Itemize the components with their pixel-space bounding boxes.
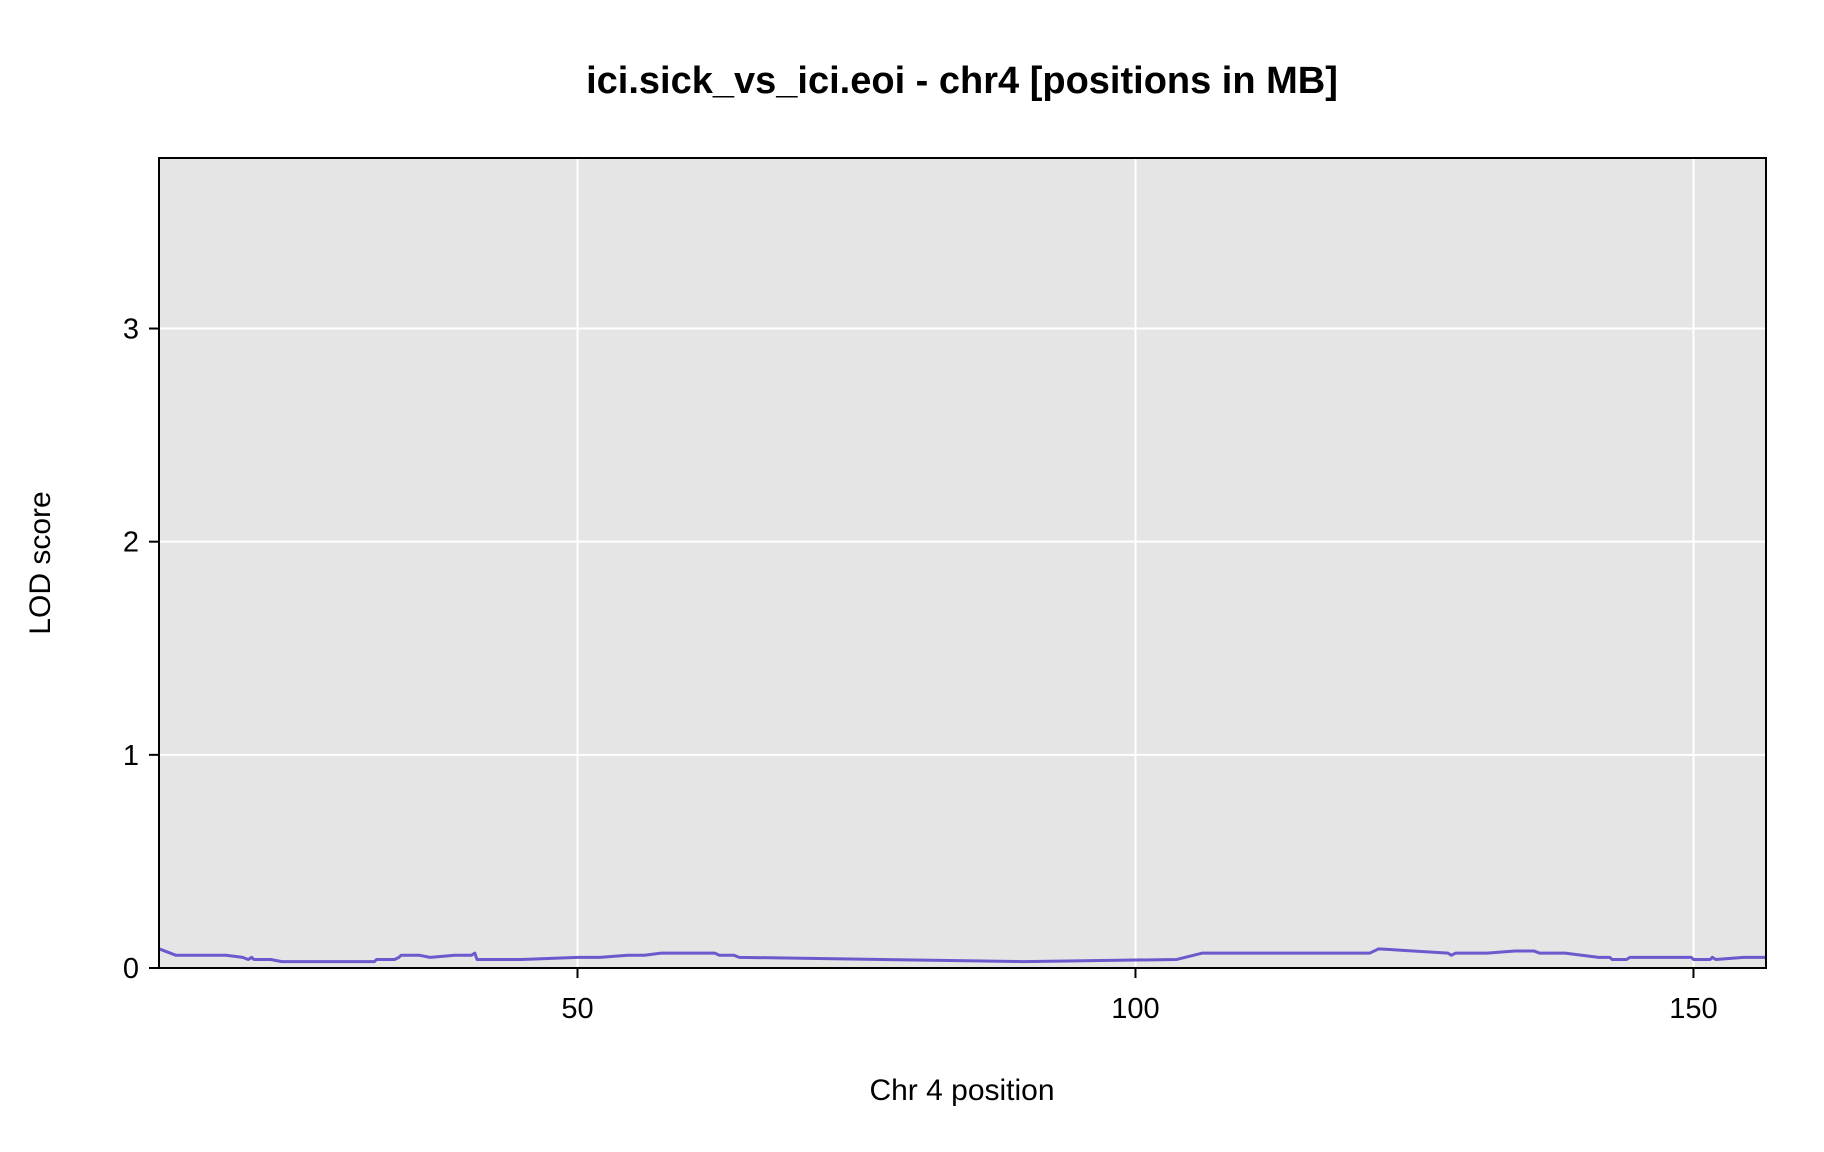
y-axis-ticks: 0 1 2 3	[123, 314, 159, 985]
y-tick-label-3: 3	[123, 314, 139, 346]
x-axis-ticks: 50 100 150	[561, 968, 1718, 1025]
x-tick-label-150: 150	[1669, 993, 1717, 1025]
x-tick-label-100: 100	[1111, 993, 1159, 1025]
plot-background	[159, 158, 1766, 968]
x-tick-label-50: 50	[561, 993, 593, 1025]
series-line-0	[158, 947, 1766, 964]
y-tick-label-1: 1	[123, 740, 139, 772]
plot-border	[158, 157, 1767, 969]
y-tick-label-2: 2	[123, 527, 139, 559]
y-axis-label: LOD score	[24, 491, 57, 634]
chart-title: ici.sick_vs_ici.eoi - chr4 [positions in…	[586, 60, 1338, 102]
y-tick-label-0: 0	[123, 953, 139, 985]
x-axis-label: Chr 4 position	[869, 1074, 1054, 1107]
